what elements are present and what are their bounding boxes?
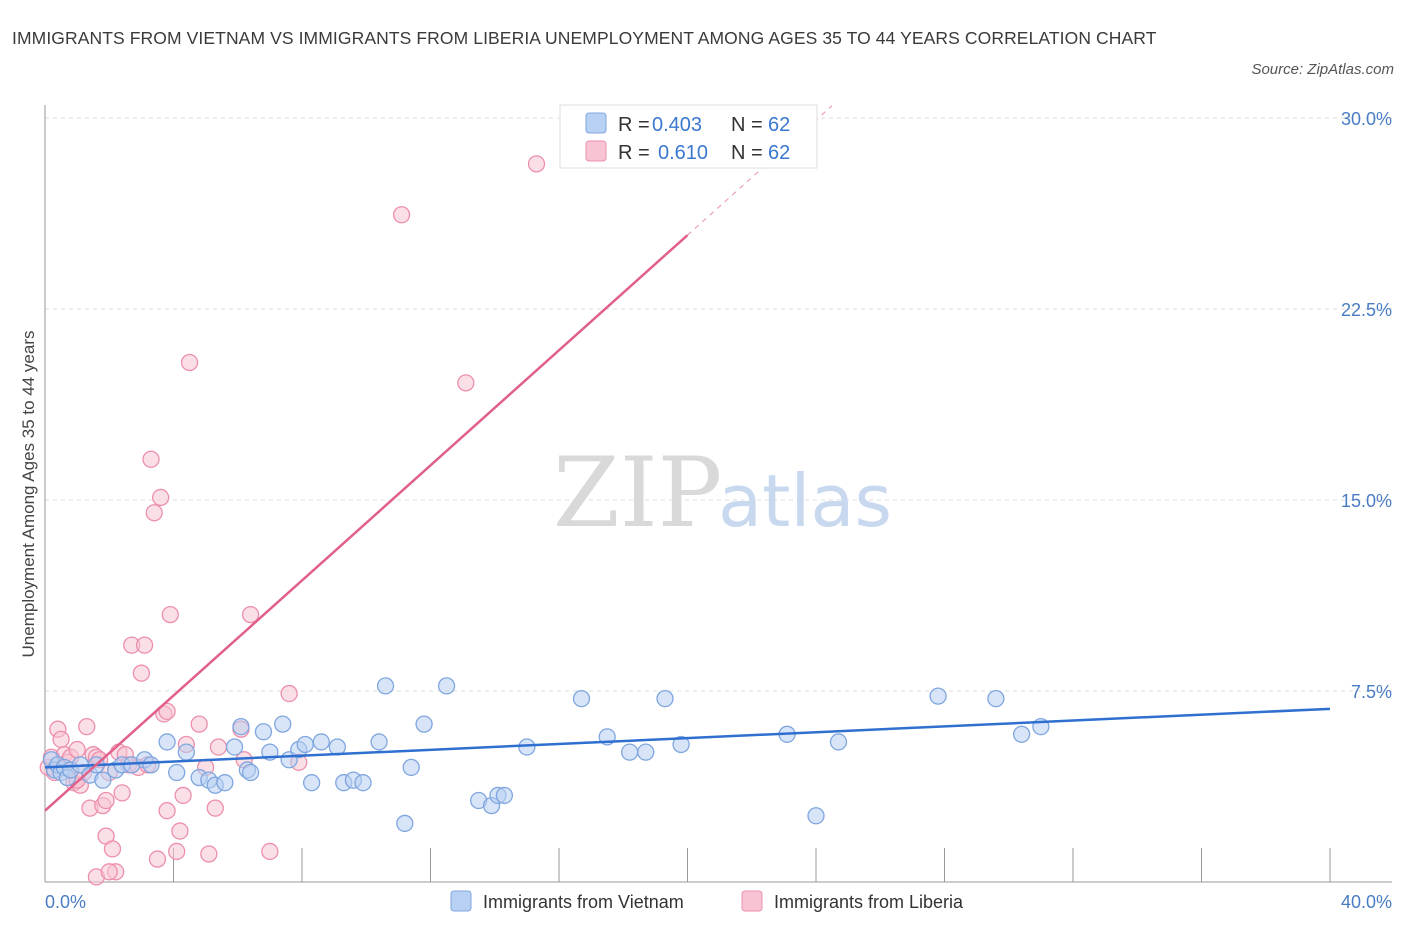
vietnam-point-29 xyxy=(274,715,292,733)
liberia-point-53 xyxy=(261,842,279,861)
legend-n-label-liberia: N = xyxy=(731,142,763,164)
bottom-legend-label-vietnam: Immigrants from Vietnam xyxy=(483,892,684,912)
legend-n-label-vietnam: N = xyxy=(731,114,763,136)
liberia-point-32 xyxy=(142,450,160,468)
vietnam-point-50 xyxy=(572,689,591,708)
y-tick-label-2: 22.5% xyxy=(1341,300,1392,320)
vietnam-point-32 xyxy=(296,735,314,754)
chart-title: IMMIGRANTS FROM VIETNAM VS IMMIGRANTS FR… xyxy=(12,28,1157,48)
gridlines xyxy=(45,117,1392,692)
bottom-legend-swatch-vietnam xyxy=(450,890,472,912)
vietnam-point-23 xyxy=(225,738,244,756)
vietnam-point-43 xyxy=(415,715,433,733)
vietnam-point-18 xyxy=(177,743,196,761)
liberia-point-47 xyxy=(200,845,218,863)
legend-r-value-liberia: 0.610 xyxy=(658,142,708,164)
liberia-point-12 xyxy=(78,718,96,736)
liberia-point-58 xyxy=(527,155,546,173)
liberia-point-34 xyxy=(148,850,167,868)
liberia-point-9 xyxy=(68,740,86,759)
series-vietnam-points xyxy=(42,677,1050,833)
y-tick-label-3: 30.0% xyxy=(1341,109,1392,129)
vietnam-point-48 xyxy=(495,786,514,805)
vietnam-point-17 xyxy=(168,763,186,782)
liberia-point-54 xyxy=(280,684,298,703)
vietnam-point-42 xyxy=(402,758,420,777)
legend-swatch-vietnam xyxy=(585,112,607,134)
legend-swatch-liberia xyxy=(585,140,607,162)
liberia-point-60 xyxy=(100,863,118,881)
liberia-point-21 xyxy=(103,840,122,858)
liberia-point-52 xyxy=(241,605,260,624)
vietnam-point-61 xyxy=(1012,725,1031,743)
vietnam-point-15 xyxy=(142,756,160,774)
trendline-liberia xyxy=(44,234,689,812)
y-axis-label: Unemployment Among Ages 35 to 44 years xyxy=(19,331,38,658)
vietnam-point-24 xyxy=(232,718,250,736)
vietnam-point-54 xyxy=(656,689,674,708)
vietnam-point-49 xyxy=(518,738,536,756)
vietnam-point-34 xyxy=(312,733,330,751)
liberia-point-24 xyxy=(113,784,131,802)
vietnam-point-26 xyxy=(241,763,260,782)
chart-source: Source: ZipAtlas.com xyxy=(1251,61,1394,78)
y-tick-label-1: 15.0% xyxy=(1341,491,1392,511)
axes xyxy=(44,105,1392,883)
legend-n-value-vietnam: 62 xyxy=(768,114,790,136)
legend-r-label-vietnam: R = xyxy=(618,114,650,136)
legend-n-value-liberia: 62 xyxy=(768,142,790,164)
watermark-atlas: atlas xyxy=(718,459,892,543)
liberia-point-41 xyxy=(171,822,189,840)
liberia-point-38 xyxy=(158,802,176,820)
legend-r-label-liberia: R = xyxy=(618,142,650,164)
vietnam-point-52 xyxy=(621,743,639,761)
vietnam-point-40 xyxy=(376,677,395,695)
vietnam-point-57 xyxy=(807,807,825,825)
trendline-vietnam xyxy=(44,707,1331,769)
liberia-point-4 xyxy=(52,730,70,749)
x-ticks xyxy=(173,848,1331,882)
vietnam-point-33 xyxy=(302,774,321,792)
liberia-point-45 xyxy=(190,715,208,733)
liberia-point-29 xyxy=(132,664,151,682)
vietnam-point-55 xyxy=(672,735,690,754)
liberia-point-57 xyxy=(457,374,475,392)
vietnam-point-38 xyxy=(354,774,372,792)
liberia-point-44 xyxy=(180,353,199,372)
vietnam-point-27 xyxy=(254,723,273,741)
watermark: ZIP atlas xyxy=(553,437,892,549)
vietnam-point-22 xyxy=(216,774,234,792)
vietnam-point-60 xyxy=(987,689,1005,708)
liberia-point-30 xyxy=(135,636,154,654)
vietnam-point-58 xyxy=(829,733,848,751)
vietnam-point-53 xyxy=(637,743,655,761)
liberia-point-49 xyxy=(209,738,228,756)
bottom-legend-label-liberia: Immigrants from Liberia xyxy=(774,892,964,912)
vietnam-point-39 xyxy=(370,733,388,751)
liberia-point-39 xyxy=(161,605,179,624)
x-tick-label-min: 0.0% xyxy=(45,892,86,912)
liberia-point-56 xyxy=(392,206,411,224)
liberia-point-37 xyxy=(158,702,176,721)
liberia-point-18 xyxy=(97,791,115,810)
liberia-point-48 xyxy=(206,799,224,817)
bottom-legend-swatch-liberia xyxy=(741,890,763,912)
liberia-point-40 xyxy=(168,842,186,861)
vietnam-point-44 xyxy=(437,677,456,695)
vietnam-point-16 xyxy=(158,733,176,751)
bottom-legend: Immigrants from Vietnam Immigrants from … xyxy=(450,890,964,912)
vietnam-point-41 xyxy=(396,814,414,833)
y-tick-label-0: 7.5% xyxy=(1351,682,1392,702)
legend-r-value-vietnam: 0.403 xyxy=(652,114,702,136)
liberia-point-42 xyxy=(174,786,192,805)
legend: R = 0.403 N = 62 R = 0.610 N = 62 xyxy=(559,104,818,169)
vietnam-point-10 xyxy=(94,771,112,789)
watermark-zip: ZIP xyxy=(553,437,722,549)
y-tick-labels: 7.5% 15.0% 22.5% 30.0% xyxy=(1341,109,1392,702)
vietnam-point-59 xyxy=(929,687,947,705)
liberia-point-33 xyxy=(145,504,163,522)
x-tick-label-max: 40.0% xyxy=(1341,892,1392,912)
liberia-point-35 xyxy=(151,488,170,507)
